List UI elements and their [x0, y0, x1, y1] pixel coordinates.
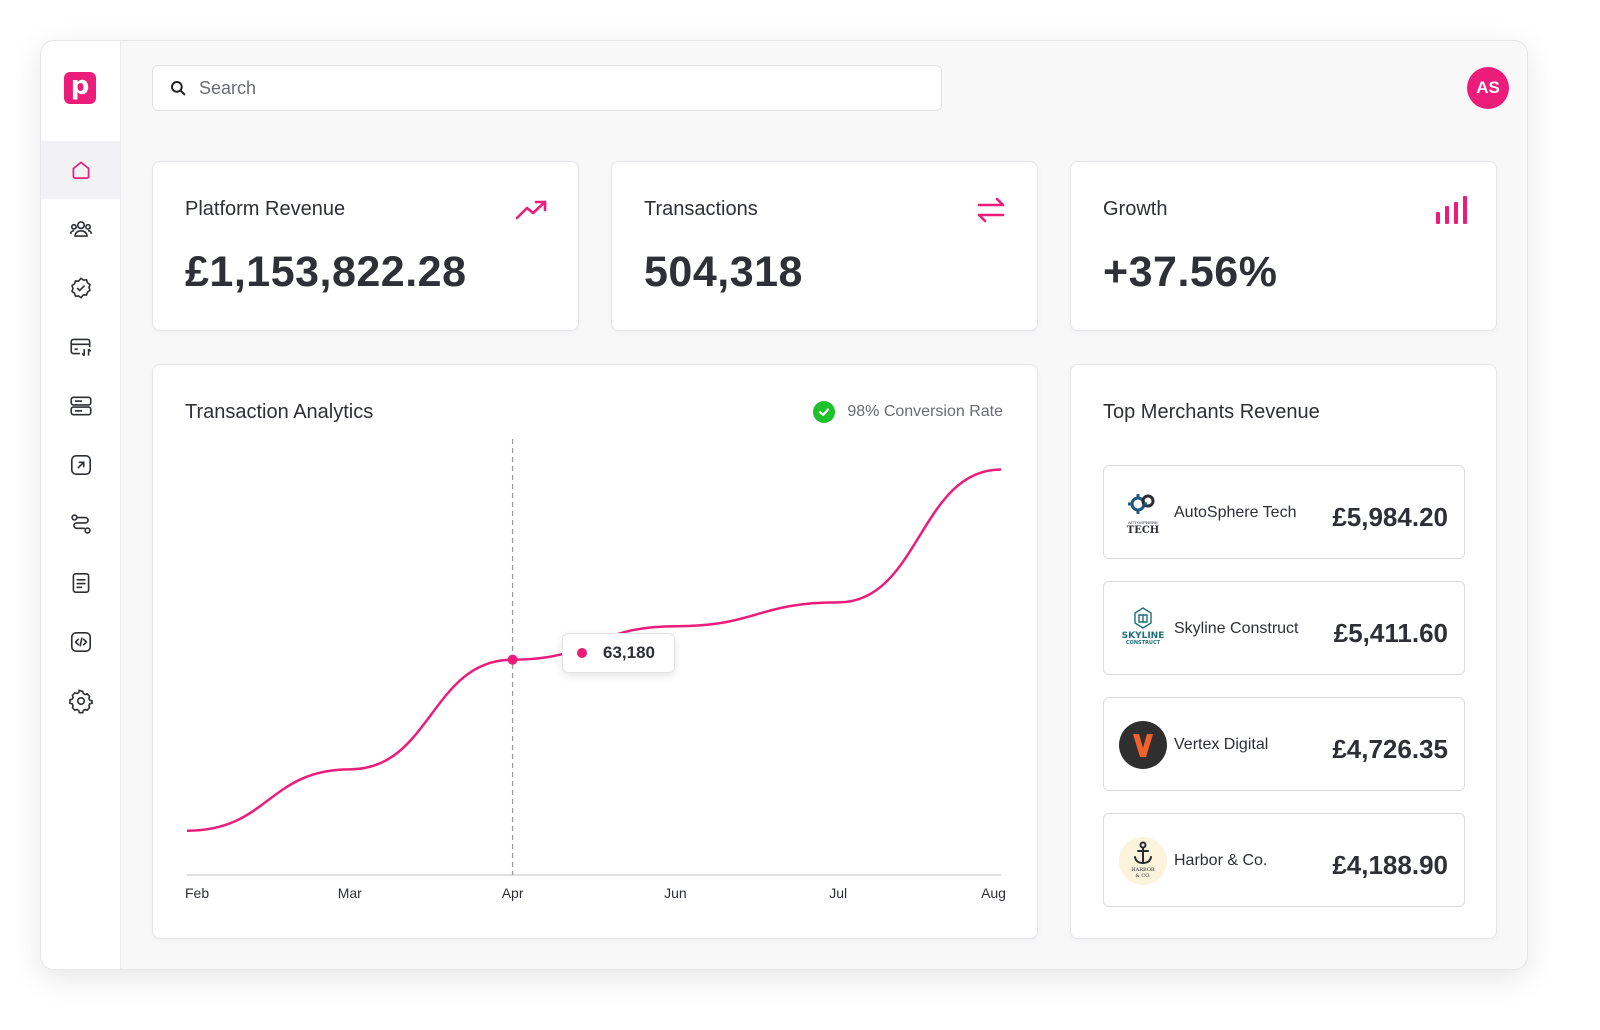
svg-text:HARBOR: HARBOR — [1131, 867, 1155, 873]
stat-title: Platform Revenue — [185, 198, 346, 220]
top-merchants-panel: Top Merchants Revenue AUTOSPHERE TECH Au… — [1070, 364, 1497, 939]
panel-title: Top Merchants Revenue — [1103, 401, 1320, 423]
svg-text:AUTOSPHERE: AUTOSPHERE — [1127, 520, 1158, 525]
merchant-name: Vertex Digital — [1174, 736, 1269, 753]
svg-text:TECH: TECH — [1127, 525, 1159, 536]
x-tick-label: Apr — [501, 885, 524, 901]
route-icon — [70, 514, 91, 534]
server-icon — [69, 396, 92, 416]
merchant-card[interactable]: HARBOR & CO. Harbor & Co. £4,188.90 — [1103, 813, 1465, 907]
chart-tooltip: 63,180 — [562, 633, 675, 673]
search-bar[interactable] — [152, 65, 942, 111]
merchant-amount: £5,984.20 — [1332, 502, 1448, 532]
x-tick-label: Aug — [981, 885, 1006, 901]
tooltip-value: 63,180 — [603, 643, 655, 662]
x-tick-label: Jun — [664, 885, 687, 901]
merchant-name: Skyline Construct — [1174, 620, 1299, 637]
document-icon — [72, 572, 89, 594]
merchant-amount: £4,188.90 — [1332, 850, 1448, 880]
bar-chart-icon — [1436, 196, 1467, 224]
merchant-name: Harbor & Co. — [1174, 852, 1268, 869]
merchant-card[interactable]: Vertex Digital £4,726.35 — [1103, 697, 1465, 791]
brand-logo-letter: p — [70, 71, 90, 101]
tooltip-dot — [577, 648, 587, 658]
svg-text:SKYLINE: SKYLINE — [1122, 631, 1165, 641]
x-tick-label: Jul — [829, 885, 848, 901]
sidebar-item-developers[interactable] — [41, 613, 120, 671]
vertex-logo — [1119, 721, 1167, 769]
merchant-name: AutoSphere Tech — [1174, 504, 1297, 521]
check-circle-icon — [813, 401, 836, 423]
merchant-card[interactable]: SKYLINE CONSTRUCT Skyline Construct £5,4… — [1103, 581, 1465, 675]
sidebar-item-verification[interactable] — [41, 259, 120, 317]
stat-card-transactions: Transactions 504,318 — [611, 161, 1038, 331]
app-window: p — [40, 40, 1528, 970]
sidebar-item-home[interactable] — [41, 141, 120, 199]
trending-up-icon — [515, 200, 547, 220]
merchant-card[interactable]: AUTOSPHERE TECH AutoSphere Tech £5,984.2… — [1103, 465, 1465, 559]
sidebar-item-routes[interactable] — [41, 495, 120, 553]
card-transfer-icon — [69, 338, 91, 357]
stat-card-growth: Growth +37.56% — [1070, 161, 1497, 331]
sidebar-item-servers[interactable] — [41, 377, 120, 435]
code-icon — [70, 631, 91, 653]
stat-value: +37.56% — [1103, 248, 1278, 296]
stat-card-platform-revenue: Platform Revenue £1,153,822.28 — [152, 161, 579, 331]
users-icon — [69, 221, 92, 237]
svg-text:CONSTRUCT: CONSTRUCT — [1126, 640, 1161, 646]
autosphere-logo: AUTOSPHERE TECH — [1127, 494, 1159, 536]
svg-text:& CO.: & CO. — [1135, 873, 1151, 879]
merchant-amount: £4,726.35 — [1332, 734, 1448, 764]
settings-gear-icon — [68, 689, 93, 714]
sidebar-item-documents[interactable] — [41, 554, 120, 612]
transaction-analytics-panel: Transaction Analytics 98% Conversion Rat… — [152, 364, 1038, 939]
highlight-point[interactable] — [507, 654, 518, 665]
arrow-up-right-square-icon — [70, 454, 91, 476]
sidebar-item-payments[interactable] — [41, 318, 120, 376]
conversion-rate-badge: 98% Conversion Rate — [813, 401, 1003, 423]
stat-value: 504,318 — [644, 248, 803, 296]
badge-check-icon — [70, 277, 91, 299]
home-icon — [72, 161, 89, 179]
stat-title: Growth — [1103, 198, 1168, 220]
user-initials: AS — [1476, 78, 1500, 97]
brand-logo[interactable]: p — [64, 72, 96, 104]
arrows-exchange-icon — [977, 197, 1005, 223]
stat-title: Transactions — [644, 198, 758, 220]
search-input[interactable] — [199, 77, 899, 99]
x-tick-label: Feb — [185, 885, 210, 901]
skyline-logo: SKYLINE CONSTRUCT — [1122, 607, 1165, 646]
stat-value: £1,153,822.28 — [185, 248, 467, 296]
search-icon — [171, 81, 186, 96]
user-avatar[interactable]: AS — [1467, 67, 1509, 109]
sidebar-item-reports[interactable] — [41, 436, 120, 494]
conversion-rate-text: 98% Conversion Rate — [847, 403, 1003, 420]
sidebar-item-settings[interactable] — [41, 672, 120, 730]
sidebar-item-users[interactable] — [41, 200, 120, 258]
harbor-logo: HARBOR & CO. — [1119, 837, 1167, 885]
sidebar: p — [41, 41, 121, 969]
x-tick-label: Mar — [337, 885, 362, 901]
panel-title: Transaction Analytics — [185, 401, 374, 423]
merchant-amount: £5,411.60 — [1333, 618, 1448, 648]
